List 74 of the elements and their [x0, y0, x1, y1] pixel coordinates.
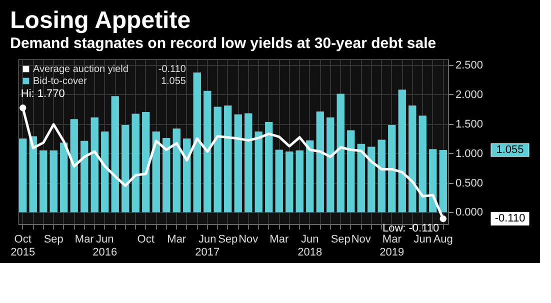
annotation: Hi: 1.770 — [20, 88, 65, 100]
bar — [70, 119, 78, 212]
bar — [29, 136, 37, 212]
bar — [429, 149, 437, 212]
bar — [162, 138, 170, 212]
chart-subtitle: Demand stagnates on record low yields at 30-year debt sale — [10, 34, 436, 52]
bar — [439, 150, 447, 212]
bar — [275, 150, 283, 212]
annotation: -0.110 — [158, 64, 186, 75]
y-tick-label: 0.500 — [456, 177, 484, 190]
bar — [90, 117, 98, 212]
bar — [306, 140, 314, 212]
x-tick-label: Sep — [330, 234, 350, 246]
bar — [398, 90, 406, 212]
text: 1.055 — [496, 144, 524, 156]
y-tick-label: 0.000 — [456, 206, 484, 219]
bar — [40, 150, 48, 212]
y-tick-label: 1.500 — [456, 118, 484, 130]
bar — [204, 90, 212, 212]
bar — [254, 131, 262, 212]
bar — [368, 146, 376, 212]
x-tick-label: Oct 2015 — [10, 234, 36, 258]
bar — [418, 116, 426, 212]
bar — [142, 112, 150, 212]
bar — [152, 131, 160, 212]
bar — [286, 152, 294, 212]
x-tick-label: Mar — [270, 234, 289, 246]
x-tick-label: Sep — [44, 234, 64, 246]
y-tick-label: 2.000 — [456, 88, 484, 101]
bar — [19, 138, 27, 212]
bar — [193, 72, 201, 212]
legend-label: Average auction yield — [33, 64, 128, 75]
y-tick-label: 1.000 — [456, 148, 484, 160]
bar — [224, 106, 232, 212]
x-tick-label: Jun 2016 — [92, 234, 118, 258]
x-tick-label: Mar — [167, 234, 186, 246]
bar — [296, 150, 304, 212]
bar — [172, 128, 180, 212]
x-tick-label: Sep — [218, 234, 238, 246]
x-tick-label: Nov — [351, 234, 372, 246]
bar — [378, 140, 386, 212]
x-tick-label: Jun — [414, 234, 432, 246]
bar — [214, 106, 222, 212]
bar — [347, 130, 355, 212]
bar — [132, 114, 140, 212]
bar — [50, 150, 58, 212]
bar — [122, 125, 130, 212]
x-tick-label: Aug — [433, 234, 453, 246]
bar — [408, 106, 416, 212]
text: -0.110 — [494, 212, 526, 225]
bar — [111, 96, 119, 212]
x-tick-label: Mar 2019 — [380, 234, 404, 258]
bar — [388, 125, 396, 212]
bar — [80, 140, 88, 212]
x-tick-label: Oct — [137, 234, 154, 246]
bar — [265, 122, 273, 212]
x-tick-label: Mar — [74, 234, 94, 246]
y-tick-label: 2.500 — [456, 59, 484, 72]
x-tick-label: Jun 2017 — [195, 234, 220, 258]
bar — [326, 117, 334, 212]
bar — [234, 114, 242, 212]
bar — [183, 138, 191, 212]
x-tick-label: Nov — [238, 234, 259, 246]
bar — [357, 144, 365, 212]
annotation: 1.055 — [160, 76, 186, 87]
bar — [244, 113, 252, 212]
chart-title: Losing Appetite — [10, 6, 191, 34]
bar — [101, 131, 109, 212]
x-tick-label: Jun 2018 — [298, 234, 322, 258]
bar — [316, 111, 324, 212]
bar — [336, 94, 344, 212]
annotation: Low: -0.110 — [382, 222, 440, 235]
bar — [60, 142, 68, 212]
legend-label: Bid-to-cover — [33, 76, 88, 87]
